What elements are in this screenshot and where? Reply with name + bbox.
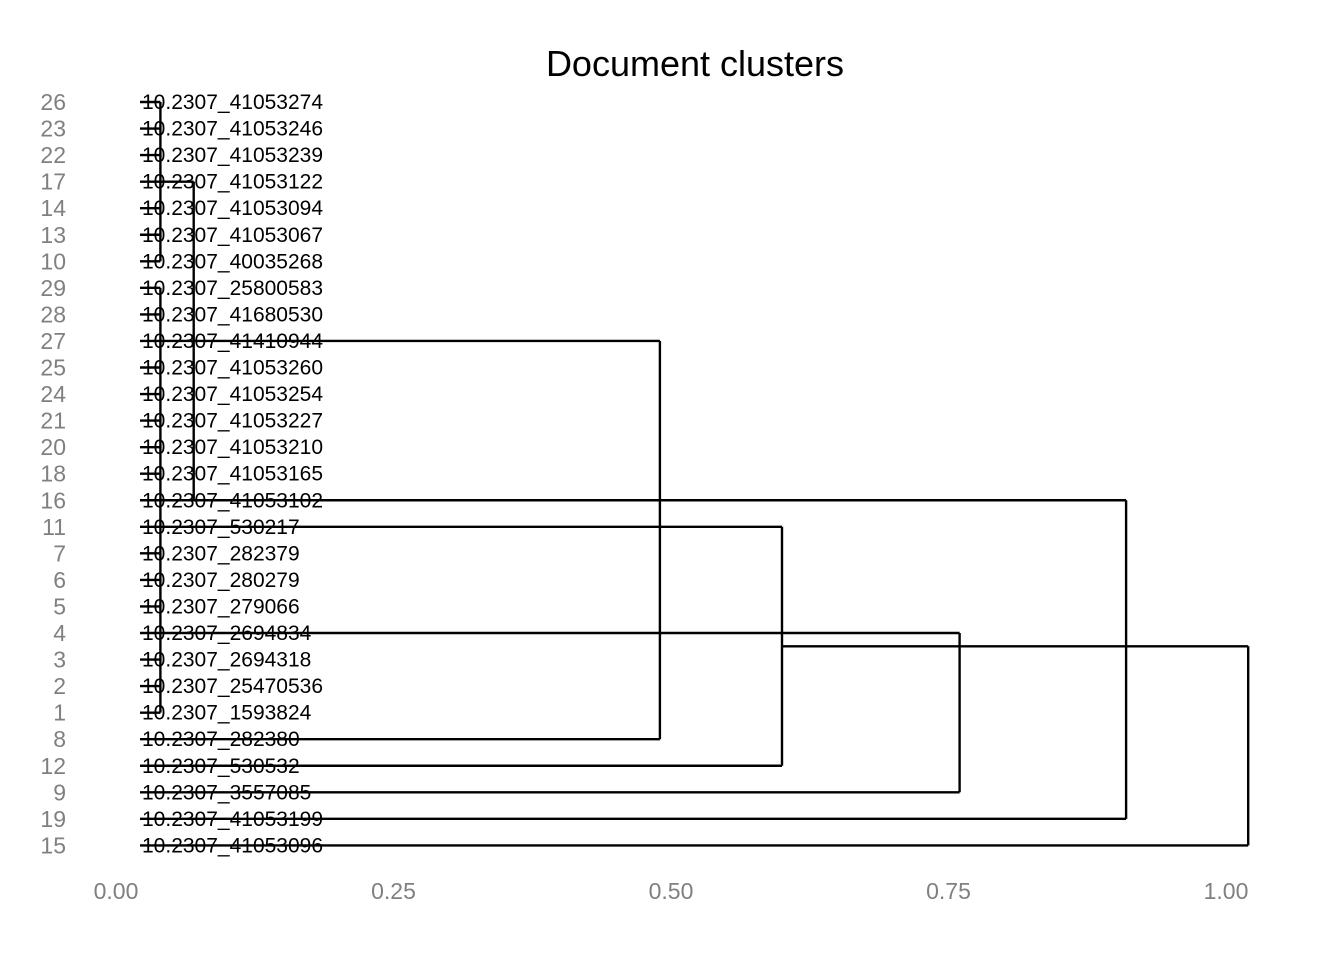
dendrogram-links bbox=[140, 100, 1250, 847]
leaf-labels: 10.2307_41053274 10.2307_41053246 10.2307_… bbox=[142, 91, 323, 857]
x-tick-label: 0.00 bbox=[94, 878, 139, 904]
row-index-label: 18 bbox=[40, 461, 66, 487]
row-index-label: 11 bbox=[42, 514, 66, 540]
x-tick-label: 0.50 bbox=[649, 878, 694, 904]
x-tick-label: 0.25 bbox=[371, 878, 416, 904]
row-index-label: 21 bbox=[40, 408, 66, 434]
row-index-label: 13 bbox=[40, 222, 66, 248]
leaf-label: 10.2307_41053260 bbox=[142, 357, 323, 380]
row-index-label: 10 bbox=[40, 248, 66, 274]
leaf-label: 10.2307_25470536 bbox=[142, 675, 323, 698]
leaf-label: 10.2307_282379 bbox=[142, 542, 300, 565]
row-index-label: 17 bbox=[40, 169, 66, 195]
row-index-label: 5 bbox=[53, 593, 66, 619]
row-index-label: 12 bbox=[40, 753, 66, 779]
leaf-label: 10.2307_41053254 bbox=[142, 383, 323, 406]
leaf-label: 10.2307_1593824 bbox=[142, 702, 312, 725]
leaf-lines bbox=[140, 127, 161, 688]
row-index-label: 25 bbox=[40, 355, 66, 381]
row-index-label: 19 bbox=[40, 806, 66, 832]
row-index-label: 29 bbox=[40, 275, 66, 301]
row-index-labels: 2623221714131029282725242120181611765432… bbox=[40, 89, 66, 858]
x-axis-ticks: 0.00 0.25 0.50 0.75 1.00 bbox=[94, 878, 1249, 904]
leaf-label: 10.2307_2694318 bbox=[142, 649, 311, 672]
row-index-label: 4 bbox=[53, 620, 66, 646]
row-index-label: 14 bbox=[40, 195, 66, 221]
x-tick-label: 1.00 bbox=[1204, 878, 1249, 904]
leaf-label: 10.2307_41053246 bbox=[142, 118, 323, 141]
row-index-label: 6 bbox=[53, 567, 66, 593]
row-index-label: 24 bbox=[40, 381, 66, 407]
leaf-label: 10.2307_41680530 bbox=[142, 303, 323, 326]
leaf-label: 10.2307_41053239 bbox=[142, 144, 323, 167]
row-index-label: 16 bbox=[40, 487, 66, 513]
leaf-label: 10.2307_41053274 bbox=[142, 91, 323, 114]
chart-title: Document clusters bbox=[546, 43, 844, 84]
leaf-label: 10.2307_279066 bbox=[142, 595, 300, 618]
row-index-label: 9 bbox=[53, 779, 66, 805]
row-index-label: 20 bbox=[40, 434, 66, 460]
row-index-label: 3 bbox=[53, 647, 66, 673]
leaf-label: 10.2307_41053227 bbox=[142, 410, 323, 433]
row-index-label: 1 bbox=[53, 700, 66, 726]
leaf-label: 10.2307_40035268 bbox=[142, 250, 323, 273]
row-index-label: 2 bbox=[53, 673, 66, 699]
x-tick-label: 0.75 bbox=[926, 878, 971, 904]
row-index-label: 22 bbox=[40, 142, 66, 168]
row-index-label: 7 bbox=[53, 540, 66, 566]
leaf-label: 10.2307_41053165 bbox=[142, 463, 323, 486]
row-index-label: 27 bbox=[40, 328, 66, 354]
leaf-label: 10.2307_41053210 bbox=[142, 436, 323, 459]
leaf-label: 10.2307_280279 bbox=[142, 569, 300, 592]
leaf-label: 10.2307_25800583 bbox=[142, 277, 323, 300]
row-index-label: 15 bbox=[40, 832, 66, 858]
row-index-label: 28 bbox=[40, 301, 66, 327]
row-index-label: 23 bbox=[40, 116, 66, 142]
leaf-label: 10.2307_41053122 bbox=[142, 171, 323, 194]
row-index-label: 26 bbox=[40, 89, 66, 115]
row-index-label: 8 bbox=[53, 726, 66, 752]
leaf-label: 10.2307_41053094 bbox=[142, 197, 323, 220]
leaf-label: 10.2307_41053067 bbox=[142, 224, 323, 247]
